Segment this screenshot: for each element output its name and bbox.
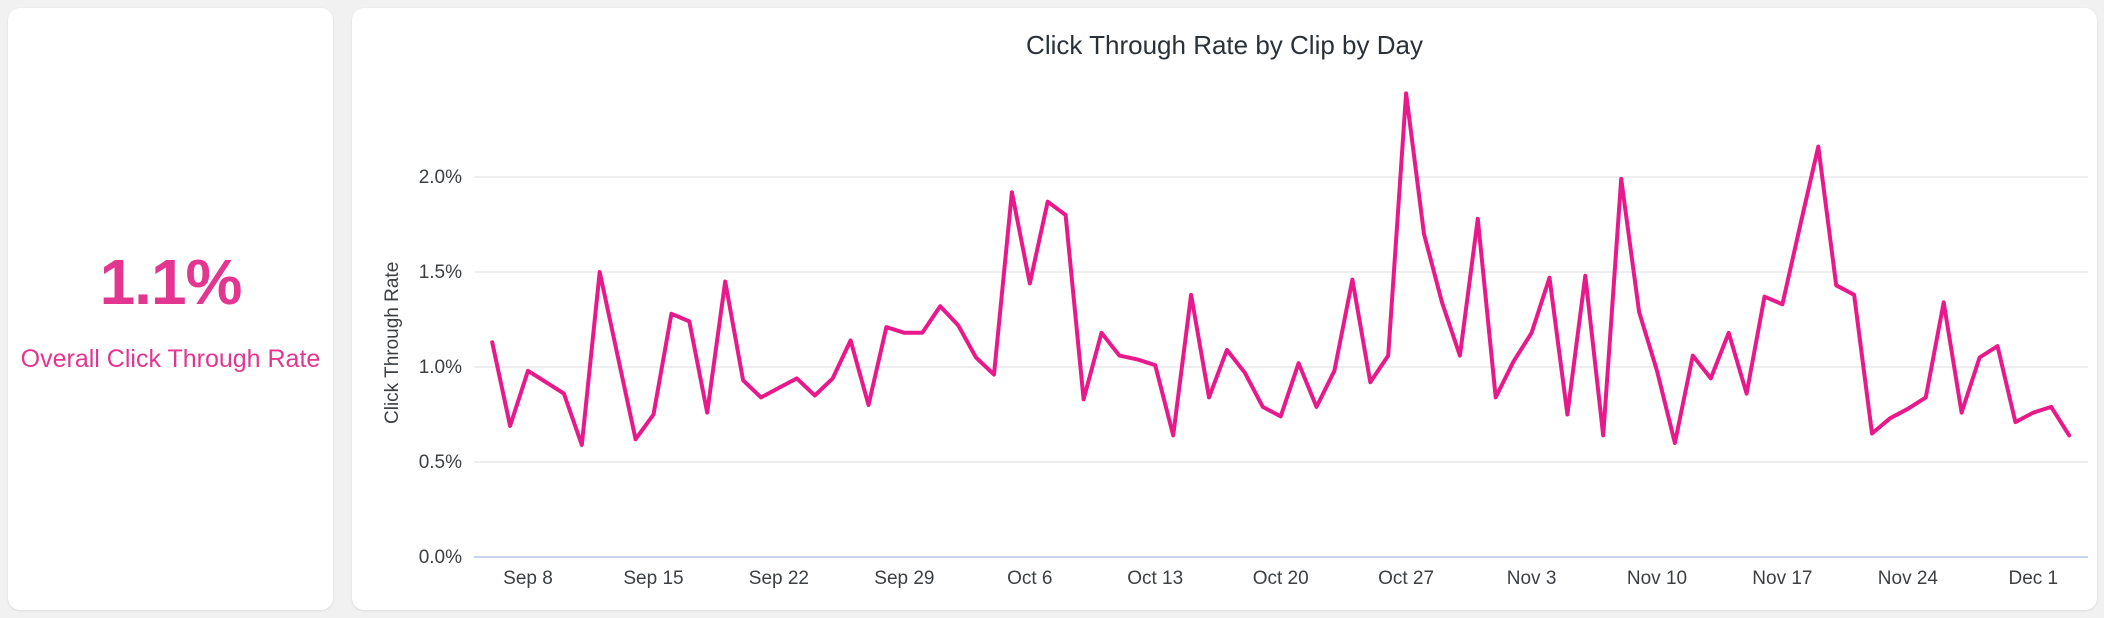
y-tick-label: 1.0%	[419, 357, 462, 378]
ctr-line-series[interactable]	[490, 91, 2072, 447]
x-tick-label: Dec 1	[2008, 568, 2058, 589]
y-tick-label: 0.0%	[419, 547, 462, 568]
ctr-overall-label: Overall Click Through Rate	[20, 344, 321, 373]
x-tick-label: Nov 3	[1507, 568, 1557, 589]
x-tick-label: Oct 20	[1253, 568, 1309, 589]
x-tick-label: Sep 8	[503, 568, 553, 589]
y-tick-label: 2.0%	[419, 167, 462, 188]
ctr-line-chart[interactable]: 0.0% 0.5% 1.0% 1.5% 2.0% Sep 8 Sep 15 Sep 22 Sep…	[352, 8, 2097, 610]
x-tick-label: Sep 15	[623, 568, 683, 589]
ctr-scorecard: 1.1% Overall Click Through Rate	[8, 8, 333, 610]
x-tick-label: Sep 22	[749, 568, 809, 589]
ctr-chart-card: Click Through Rate by Clip by Day Click …	[352, 8, 2097, 610]
x-tick-label: Oct 13	[1127, 568, 1183, 589]
x-tick-label: Nov 17	[1752, 568, 1812, 589]
y-tick-label: 0.5%	[419, 452, 462, 473]
x-tick-label: Oct 27	[1378, 568, 1434, 589]
x-tick-label: Sep 29	[874, 568, 934, 589]
x-tick-label: Oct 6	[1007, 568, 1052, 589]
ctr-overall-value: 1.1%	[99, 245, 243, 318]
chart-title: Click Through Rate by Clip by Day	[1026, 30, 1423, 60]
y-tick-label: 1.5%	[419, 262, 462, 283]
x-tick-label: Nov 24	[1878, 568, 1939, 589]
x-tick-label: Nov 10	[1627, 568, 1687, 589]
